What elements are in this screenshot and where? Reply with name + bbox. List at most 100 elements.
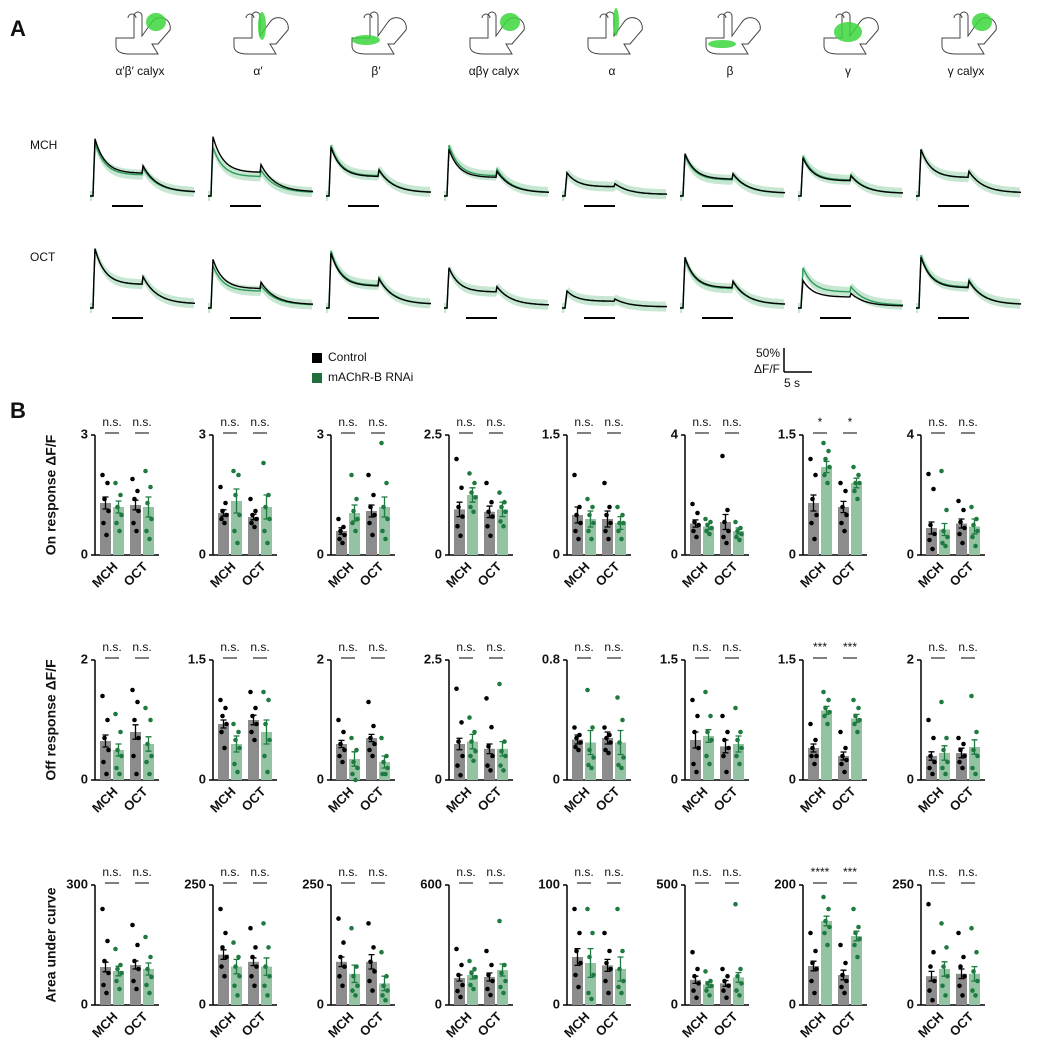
x-tick-label: MCH bbox=[797, 784, 829, 816]
data-point bbox=[267, 516, 272, 522]
bar bbox=[939, 753, 950, 780]
data-point bbox=[695, 966, 700, 972]
data-point bbox=[454, 686, 459, 692]
data-point bbox=[145, 741, 150, 747]
data-point bbox=[809, 978, 814, 984]
data-point bbox=[218, 906, 223, 912]
significance: n.s. bbox=[486, 865, 505, 879]
data-point bbox=[147, 536, 152, 542]
y-tick-label: 0 bbox=[199, 771, 206, 786]
data-point bbox=[943, 993, 948, 998]
data-point bbox=[607, 732, 612, 738]
data-point bbox=[578, 740, 583, 745]
data-point bbox=[223, 500, 228, 506]
bar bbox=[585, 963, 596, 1005]
data-point bbox=[262, 753, 267, 759]
data-point bbox=[502, 739, 507, 744]
data-point bbox=[342, 747, 347, 753]
data-point bbox=[944, 507, 949, 513]
data-point bbox=[467, 958, 472, 964]
data-point bbox=[134, 986, 139, 992]
bar bbox=[615, 742, 626, 780]
significance: n.s. bbox=[456, 865, 475, 879]
data-point bbox=[586, 528, 591, 534]
data-point bbox=[488, 992, 493, 998]
data-point bbox=[738, 729, 743, 735]
data-point bbox=[810, 960, 815, 966]
data-point bbox=[355, 983, 360, 989]
data-point bbox=[822, 472, 827, 478]
bar bbox=[497, 509, 508, 555]
data-point bbox=[266, 697, 271, 703]
data-point bbox=[265, 769, 270, 775]
data-point bbox=[826, 448, 831, 454]
data-point bbox=[591, 755, 596, 760]
data-point bbox=[371, 723, 376, 729]
data-point bbox=[809, 520, 814, 526]
bar bbox=[218, 954, 229, 1005]
data-point bbox=[254, 964, 259, 969]
y-tick-label: 2.5 bbox=[424, 651, 442, 666]
data-point bbox=[458, 994, 463, 1000]
data-point bbox=[145, 500, 150, 506]
error-bar bbox=[220, 719, 227, 729]
significance: n.s. bbox=[338, 415, 357, 429]
data-point bbox=[956, 930, 961, 936]
data-point bbox=[468, 982, 473, 988]
data-point bbox=[814, 512, 819, 518]
data-point bbox=[690, 949, 695, 955]
data-point bbox=[143, 934, 148, 940]
data-point bbox=[372, 969, 377, 974]
x-tick-label: OCT bbox=[947, 559, 977, 589]
data-point bbox=[472, 729, 477, 735]
significance: n.s. bbox=[692, 865, 711, 879]
highlight bbox=[352, 35, 380, 45]
data-point bbox=[927, 988, 932, 993]
data-point bbox=[384, 480, 389, 486]
data-point bbox=[606, 536, 611, 542]
data-point bbox=[957, 531, 962, 537]
data-point bbox=[498, 984, 503, 990]
significance: n.s. bbox=[604, 640, 623, 654]
x-tick-label: MCH bbox=[797, 559, 829, 591]
data-point bbox=[249, 729, 254, 735]
data-point bbox=[468, 753, 473, 759]
data-point bbox=[720, 713, 725, 719]
bar bbox=[851, 718, 862, 780]
data-point bbox=[131, 753, 136, 759]
bar bbox=[821, 467, 832, 555]
data-point bbox=[456, 972, 461, 978]
data-point bbox=[838, 480, 843, 486]
bar bbox=[733, 531, 744, 555]
data-point bbox=[838, 942, 843, 948]
data-point bbox=[726, 528, 731, 534]
data-point bbox=[616, 762, 621, 768]
y-tick-label: 0 bbox=[435, 771, 442, 786]
data-point bbox=[574, 512, 579, 518]
bar bbox=[602, 738, 613, 780]
data-point bbox=[839, 761, 844, 767]
brain-outline bbox=[351, 11, 407, 55]
data-point bbox=[232, 761, 237, 767]
data-point bbox=[222, 520, 227, 526]
data-point bbox=[961, 954, 966, 960]
data-point bbox=[707, 993, 712, 998]
data-point bbox=[469, 490, 474, 495]
data-point bbox=[498, 519, 503, 524]
data-point bbox=[502, 962, 507, 968]
bar bbox=[926, 528, 937, 555]
data-point bbox=[852, 721, 857, 727]
data-point bbox=[735, 737, 740, 743]
y-tick-label: 0 bbox=[317, 996, 324, 1011]
significance: n.s. bbox=[958, 415, 977, 429]
data-point bbox=[131, 978, 136, 984]
legend-label: Control bbox=[328, 350, 367, 364]
data-point bbox=[237, 973, 242, 979]
trace bbox=[798, 157, 904, 197]
y-tick-label: 0 bbox=[317, 546, 324, 561]
data-point bbox=[823, 456, 828, 462]
data-point bbox=[606, 990, 611, 996]
data-point bbox=[117, 771, 122, 777]
data-point bbox=[489, 499, 494, 505]
x-tick-label: MCH bbox=[207, 1009, 239, 1041]
